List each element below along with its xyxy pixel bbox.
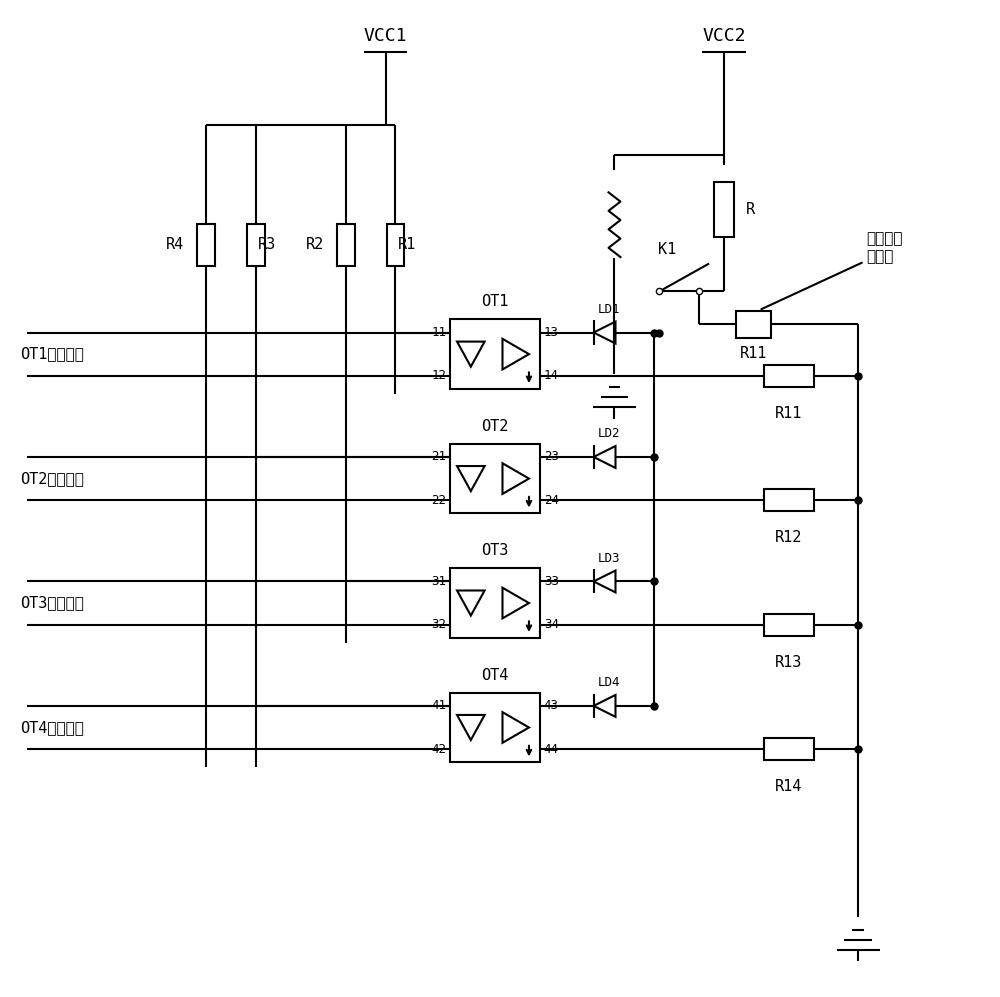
Text: OT3: OT3 (481, 543, 509, 558)
Text: R14: R14 (775, 779, 802, 794)
Text: R3: R3 (258, 237, 276, 252)
Bar (764, 738, 814, 760)
Bar (764, 614, 814, 636)
Text: R11: R11 (740, 346, 768, 361)
Bar (197, 223, 215, 265)
Text: 31: 31 (431, 575, 446, 588)
Bar (450, 319, 540, 389)
Text: OT2输出信号: OT2输出信号 (20, 472, 84, 487)
Text: LD2: LD2 (597, 427, 620, 440)
Bar (247, 223, 265, 265)
Text: 32: 32 (431, 618, 446, 631)
Text: R2: R2 (306, 237, 324, 252)
Bar (337, 223, 355, 265)
Text: 41: 41 (431, 699, 446, 713)
Bar (450, 693, 540, 763)
Text: 33: 33 (544, 575, 559, 588)
Text: 22: 22 (431, 494, 446, 506)
Text: LD4: LD4 (597, 676, 620, 689)
Text: 42: 42 (431, 743, 446, 756)
Text: OT4: OT4 (481, 668, 509, 683)
Text: R11: R11 (775, 406, 802, 421)
Text: VCC1: VCC1 (364, 27, 407, 45)
Text: OT2: OT2 (481, 419, 509, 434)
Text: 14: 14 (544, 369, 559, 382)
Bar (736, 311, 771, 338)
Text: VCC2: VCC2 (702, 27, 746, 45)
Text: 44: 44 (544, 743, 559, 756)
Bar (450, 568, 540, 638)
Text: 43: 43 (544, 699, 559, 713)
Text: R13: R13 (775, 654, 802, 670)
Text: 主电机电
磁开关: 主电机电 磁开关 (866, 231, 903, 264)
Text: OT4输出信号: OT4输出信号 (20, 720, 84, 735)
Text: 23: 23 (544, 451, 559, 464)
Text: R4: R4 (166, 237, 184, 252)
Bar (450, 444, 540, 513)
Text: 24: 24 (544, 494, 559, 506)
Bar (387, 223, 404, 265)
Bar (764, 365, 814, 387)
Text: R1: R1 (397, 237, 416, 252)
Text: LD1: LD1 (597, 303, 620, 316)
Text: OT1: OT1 (481, 294, 509, 309)
Text: 12: 12 (431, 369, 446, 382)
Text: OT1输出信号: OT1输出信号 (20, 347, 84, 362)
Bar (764, 490, 814, 511)
Text: 21: 21 (431, 451, 446, 464)
Text: 11: 11 (431, 326, 446, 339)
Bar (714, 182, 734, 237)
Text: K1: K1 (658, 241, 676, 256)
Text: OT3输出信号: OT3输出信号 (20, 595, 84, 610)
Text: 34: 34 (544, 618, 559, 631)
Text: 13: 13 (544, 326, 559, 339)
Text: R12: R12 (775, 530, 802, 545)
Text: LD3: LD3 (597, 551, 620, 564)
Text: R: R (746, 202, 755, 217)
